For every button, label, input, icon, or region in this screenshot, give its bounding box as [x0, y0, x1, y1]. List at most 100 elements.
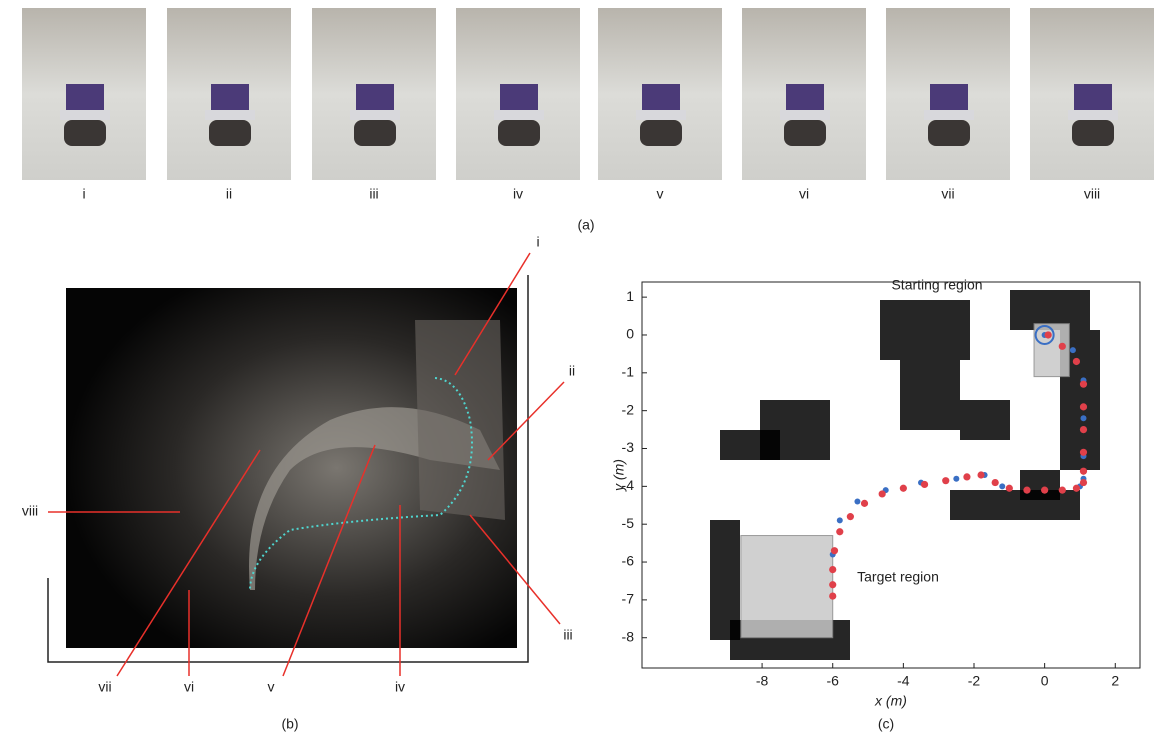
photo-label: vii — [941, 186, 954, 202]
laptop-base — [60, 110, 110, 120]
robot-base — [928, 120, 970, 146]
y-tick-label: 1 — [626, 288, 634, 304]
trajectory-point — [861, 500, 868, 507]
y-tick-label: -5 — [622, 515, 635, 531]
trajectory-point — [836, 528, 843, 535]
y-tick-label: -8 — [622, 628, 635, 644]
marker-label: vi — [184, 679, 194, 695]
trajectory-point — [1080, 426, 1087, 433]
trajectory-point — [1080, 449, 1087, 456]
y-axis-label: y (m) — [611, 459, 627, 492]
region-label: Starting region — [891, 277, 982, 293]
trajectory-point — [999, 483, 1005, 489]
trajectory-point — [1059, 487, 1066, 494]
laptop-screen — [930, 84, 968, 110]
laptop-screen — [786, 84, 824, 110]
robot-base — [784, 120, 826, 146]
photo-label: vi — [799, 186, 809, 202]
region-label: Target region — [857, 569, 939, 585]
y-tick-label: 0 — [626, 326, 634, 342]
photo-label: iii — [369, 186, 378, 202]
trajectory-point — [900, 485, 907, 492]
obstacle — [950, 490, 1080, 520]
photo-label: v — [657, 186, 664, 202]
y-tick-label: -7 — [622, 591, 635, 607]
laptop-screen — [642, 84, 680, 110]
laptop-screen — [66, 84, 104, 110]
robot-base — [498, 120, 540, 146]
trajectory-point — [1041, 487, 1048, 494]
laptop-screen — [356, 84, 394, 110]
marker-label: iii — [563, 627, 572, 643]
region — [1034, 324, 1069, 377]
marker-label: vii — [98, 679, 111, 695]
trajectory-point — [953, 476, 959, 482]
panel-label: (a) — [577, 217, 594, 233]
robot-base — [640, 120, 682, 146]
photo-label: viii — [1084, 186, 1100, 202]
laptop-base — [924, 110, 974, 120]
panel-label: (b) — [281, 716, 298, 732]
trajectory-point — [831, 547, 838, 554]
laptop-base — [1068, 110, 1118, 120]
trajectory-point — [1059, 343, 1066, 350]
trajectory-point — [1080, 403, 1087, 410]
robot-base — [64, 120, 106, 146]
obstacle — [1020, 470, 1060, 500]
trajectory-point — [963, 473, 970, 480]
photo-label: i — [82, 186, 85, 202]
trajectory-point — [1006, 485, 1013, 492]
photo-label: iv — [513, 186, 523, 202]
trajectory-point — [1080, 381, 1087, 388]
trajectory-point — [977, 471, 984, 478]
trajectory-point — [829, 592, 836, 599]
trajectory-point — [942, 477, 949, 484]
figure: iiiiiiivvviviiviii(a)iiiiiiivvviviiviii(… — [0, 0, 1154, 740]
trajectory-point — [1080, 415, 1086, 421]
trajectory-point — [1080, 479, 1087, 486]
obstacle — [960, 400, 1010, 440]
trajectory-point — [1023, 487, 1030, 494]
laptop-base — [636, 110, 686, 120]
y-tick-label: -6 — [622, 553, 635, 569]
trajectory-point — [1073, 485, 1080, 492]
obstacle — [900, 360, 960, 430]
laptop-base — [494, 110, 544, 120]
obstacle — [880, 300, 970, 360]
laptop-screen — [211, 84, 249, 110]
x-tick-label: -8 — [756, 673, 769, 689]
laptop-base — [350, 110, 400, 120]
marker-label: viii — [22, 503, 38, 519]
trajectory-point — [854, 498, 860, 504]
trajectory-point — [1080, 468, 1087, 475]
y-tick-label: -2 — [622, 401, 635, 417]
obstacle — [760, 400, 830, 460]
trajectory-point — [921, 481, 928, 488]
marker-label: iv — [395, 679, 405, 695]
trajectory-point — [837, 517, 843, 523]
marker-label: ii — [569, 363, 575, 379]
y-tick-label: -1 — [622, 364, 635, 380]
trajectory-point — [829, 581, 836, 588]
x-tick-label: -2 — [968, 673, 981, 689]
marker-label: v — [268, 679, 275, 695]
panel-label: (c) — [878, 716, 894, 732]
laptop-screen — [500, 84, 538, 110]
y-tick-label: -3 — [622, 439, 635, 455]
trajectory-point — [829, 566, 836, 573]
region — [741, 536, 833, 638]
photo-label: ii — [226, 186, 232, 202]
marker-label: i — [536, 234, 539, 250]
x-tick-label: 0 — [1041, 673, 1049, 689]
laptop-base — [205, 110, 255, 120]
trajectory-point — [879, 490, 886, 497]
robot-base — [209, 120, 251, 146]
x-tick-label: 2 — [1111, 673, 1119, 689]
laptop-screen — [1074, 84, 1112, 110]
x-tick-label: -4 — [897, 673, 910, 689]
trajectory-point — [992, 479, 999, 486]
trajectory-point — [1070, 347, 1076, 353]
trajectory-point — [1073, 358, 1080, 365]
laptop-base — [780, 110, 830, 120]
robot-base — [1072, 120, 1114, 146]
